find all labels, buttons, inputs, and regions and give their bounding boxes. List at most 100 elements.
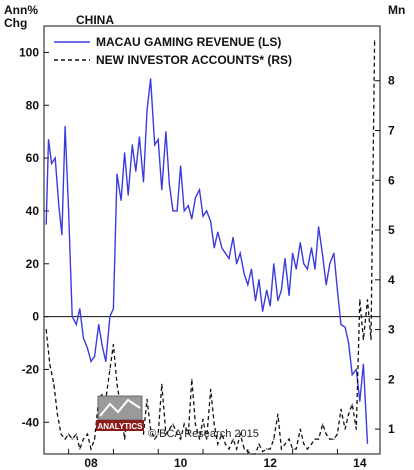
data-point [232,236,234,238]
data-point [176,433,178,435]
data-point [168,183,170,186]
data-point [94,438,96,440]
data-point [340,408,342,410]
data-point [306,268,308,270]
data-point [68,433,70,435]
right-tick-label: 1 [388,422,395,436]
legend-label-new-investor-accounts: NEW INVESTOR ACCOUNTS* (RS) [96,53,292,67]
data-point [165,131,167,133]
data-point [362,363,364,365]
data-point [306,448,308,450]
right-axis-label: Mn [388,3,406,17]
data-point [198,189,201,191]
data-point [359,400,361,402]
data-point [258,443,260,445]
data-point [366,299,369,301]
data-point [157,139,159,141]
data-point [221,433,223,435]
data-point [374,40,376,42]
right-tick-label: 7 [388,124,395,138]
data-point [303,443,305,445]
data-point [56,413,59,415]
left-tick-label: 40 [26,204,40,218]
data-point [370,338,372,341]
data-point [124,152,126,154]
data-point [210,220,212,223]
data-point [292,448,294,450]
data-point [322,255,324,257]
left-axis-label-line-2: Chg [4,16,28,30]
data-point [239,433,241,435]
data-point [262,450,264,453]
data-point [101,393,103,395]
data-point [295,448,297,450]
data-point [53,383,55,385]
data-point [262,310,264,312]
data-point [49,363,51,365]
right-tick-label: 2 [388,372,395,386]
data-point [224,252,226,254]
data-point [191,378,193,380]
data-point [71,438,73,440]
data-point [366,442,369,444]
data-point [86,433,89,435]
data-point [194,197,196,199]
data-point [45,223,47,225]
data-point [355,428,357,430]
data-point [280,289,282,291]
data-point [202,215,204,217]
data-point [333,438,335,440]
data-point [254,453,257,455]
data-point [75,433,77,435]
logo-graph-icon [97,395,143,421]
data-point [142,181,145,183]
data-point [172,210,174,212]
right-tick-label: 6 [388,173,395,187]
data-point [243,448,245,450]
legend-label-macau-gaming-revenue: MACAU GAMING REVENUE (LS) [96,35,281,49]
right-axis-ticks: 1 2 3 4 5 6 7 8 [375,74,395,436]
left-axis-label: Ann% Chg [4,4,38,30]
logo-trend-icon [99,398,141,417]
data-point [232,438,234,440]
data-point [79,448,81,450]
data-point [250,268,252,270]
data-point [146,398,148,400]
data-point [217,231,219,233]
data-point [58,205,60,207]
right-tick-label: 4 [388,273,395,287]
data-point [269,305,271,307]
series-line-new-investor-accounts [45,40,376,455]
data-point [116,173,118,175]
data-point [351,403,353,405]
data-point [198,438,201,440]
data-point [348,413,350,415]
data-point [161,189,163,191]
data-point [202,418,204,420]
left-axis-label-line-1: Ann% [4,3,38,17]
right-tick-label: 3 [388,323,395,337]
data-point [310,443,313,445]
data-point [314,438,316,440]
data-point [292,252,294,254]
data-point [94,355,96,357]
data-point [187,433,189,435]
data-point [228,257,230,260]
data-point [288,294,290,297]
data-point [64,125,66,127]
data-point [109,316,111,318]
data-point [131,144,133,146]
data-point [112,308,114,310]
data-point [165,433,167,435]
data-point [191,218,193,220]
data-point [142,433,145,435]
data-point [168,428,170,430]
logo-text: ANALYTICS [97,422,143,431]
data-point [359,299,361,301]
right-tick-label: 8 [388,74,395,88]
data-point [79,308,81,310]
logo-band [96,420,144,431]
data-point [348,342,350,344]
data-point [213,423,215,425]
